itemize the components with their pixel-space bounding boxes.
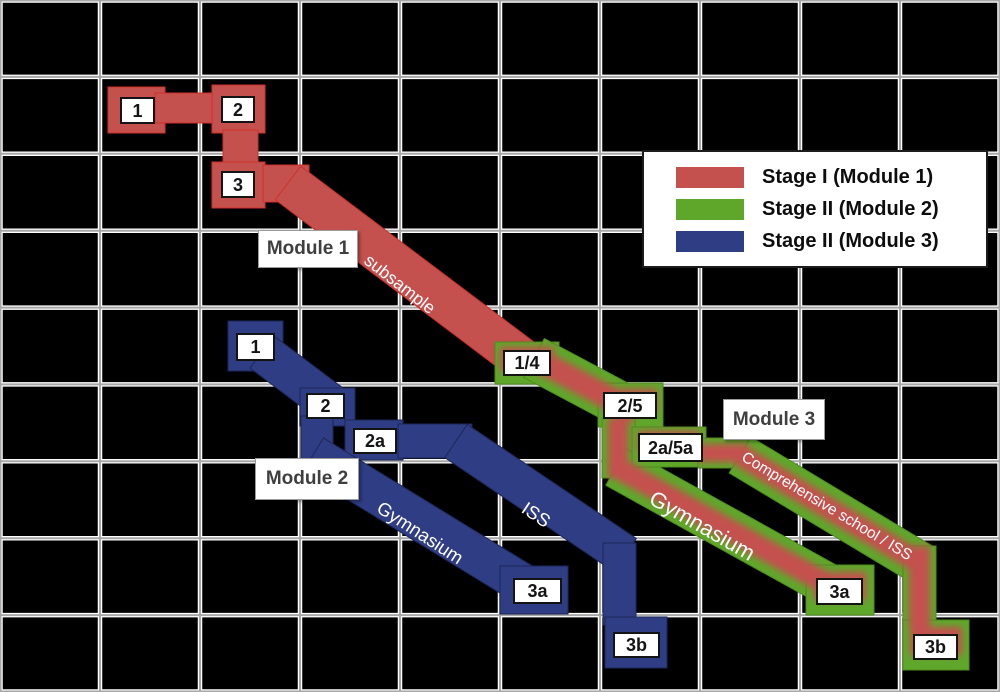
node-stage1-wave3: 3 (221, 171, 255, 198)
module2-label: Module 2 (255, 458, 359, 500)
band-segment (734, 445, 930, 575)
legend-label-stage1: Stage I (Module 1) (762, 165, 934, 188)
band-segment (222, 129, 259, 167)
legend: Stage I (Module 1) Stage II (Module 2) S… (642, 150, 988, 268)
legend-row-stage1: Stage I (Module 1) (676, 166, 986, 189)
legend-label-stage2-module3: Stage II (Module 3) (762, 229, 939, 252)
node-stage1-wave2: 2 (221, 96, 255, 123)
band-segment (602, 542, 637, 626)
node-blue-wave3b: 3b (613, 632, 660, 658)
node-blue-wave2: 2 (306, 393, 345, 419)
band-segment (610, 457, 842, 599)
node-stage1-wave1: 1 (120, 97, 155, 124)
band-segment (698, 444, 748, 462)
node-blue-wave3a: 3a (513, 578, 562, 604)
stage1-module1-path (107, 84, 537, 379)
legend-row-stage2-module3: Stage II (Module 3) (676, 230, 986, 253)
band-segment (909, 546, 930, 628)
band-segment (211, 84, 266, 134)
node-blue-wave1: 1 (236, 333, 275, 361)
node-blue-wave2a: 2a (353, 428, 397, 454)
legend-swatch-stage2-module2 (676, 198, 744, 220)
node-green-wave3a: 3a (816, 578, 863, 605)
legend-row-stage2-module2: Stage II (Module 2) (676, 198, 986, 221)
node-wave2a-5a: 2a/5a (638, 433, 703, 462)
node-wave2-5: 2/5 (603, 392, 657, 419)
module3-label: Module 3 (723, 399, 825, 440)
legend-label-stage2-module2: Stage II (Module 2) (762, 197, 939, 220)
node-wave1-4: 1/4 (503, 350, 551, 376)
legend-swatch-stage2-module3 (676, 230, 744, 252)
legend-swatch-stage1 (676, 166, 744, 188)
module1-label: Module 1 (258, 230, 358, 268)
node-green-wave3b: 3b (913, 634, 958, 660)
